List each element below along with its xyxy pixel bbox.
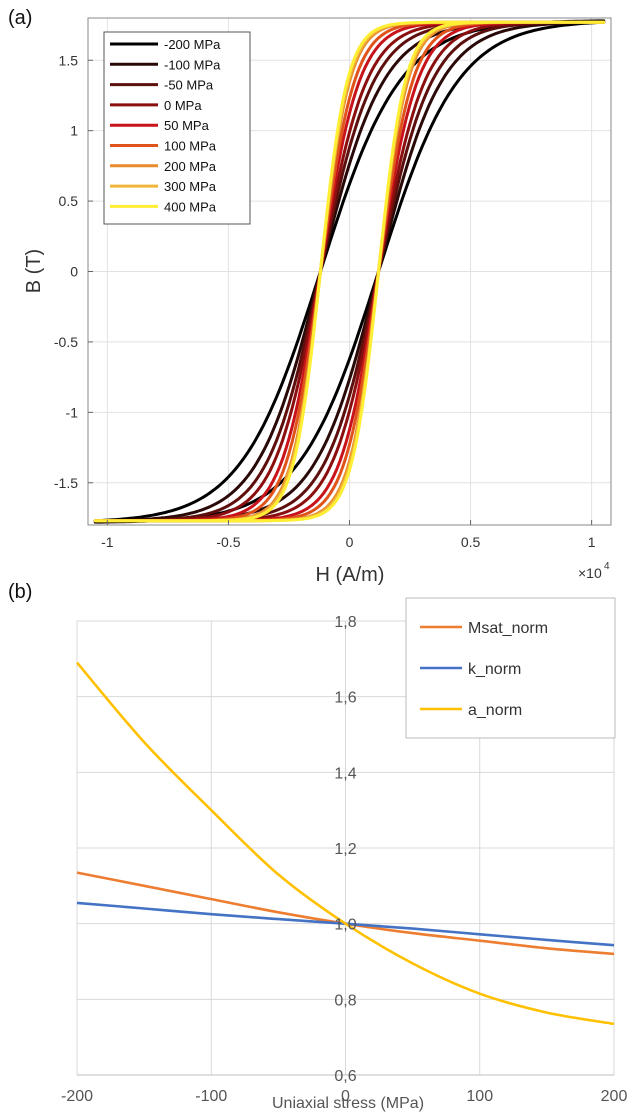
panel-a-legend-label: 0 MPa [164, 98, 202, 113]
panel-a-legend-label: -100 MPa [164, 57, 221, 72]
panel-b-ytick-label: 1,2 [334, 841, 356, 858]
panel-a-ytick-label: -1.5 [54, 475, 78, 491]
panel-a-ytick-label: -1 [66, 404, 79, 420]
panel-b-xtick-label: -100 [195, 1088, 227, 1105]
panel-b-ytick-label: 1,6 [334, 690, 356, 707]
panel-b-ytick-label: 0,6 [334, 1068, 356, 1085]
panel-a-legend-label: -200 MPa [164, 37, 221, 52]
panel-a-ylabel: B (T) [23, 249, 45, 293]
panel-b-series-line [76, 661, 615, 1026]
panel-a-exponent-base: ×10 [578, 565, 602, 581]
panel-b-xtick-label: 200 [601, 1088, 628, 1105]
panel-b-curves [76, 661, 615, 1026]
panel-b-legend: Msat_norm k_norm a_norm [405, 597, 616, 739]
panel-a-legend-label: 100 MPa [164, 139, 217, 154]
panel-a-legend-label: 200 MPa [164, 159, 217, 174]
panel-a-xtick-label: -1 [101, 534, 114, 550]
panel-a-ytick-label: -0.5 [54, 334, 78, 350]
panel-a-ytick-label: 1.5 [59, 52, 79, 68]
panel-a-xtick-label: 1 [588, 534, 596, 550]
panel-a-ytick-label: 1 [70, 123, 78, 139]
panel-a-xtick-label: -0.5 [216, 534, 240, 550]
panel-a-curves [93, 19, 606, 524]
panel-a-exponent-power: 4 [604, 561, 610, 572]
panel-b-ytick-label: 0,8 [334, 992, 356, 1009]
panel-a-series-line [93, 20, 606, 523]
panel-b-xtick-label: 0 [341, 1088, 350, 1105]
panel-a-legend-label: 50 MPa [164, 118, 210, 133]
panel-a-legend: -200 MPa -100 MPa -50 MPa 0 MPa 50 MPa 100 MP… [103, 31, 251, 225]
panel-a-label: (a) [8, 7, 32, 29]
panel-a-xtick-label: 0 [346, 534, 354, 550]
panel-b: (b) -200 -100 0 100 200 0,6 0,8 1,0 1,2 1,4 1,6 1,8… [8, 581, 627, 1112]
panel-b-xlabel: Uniaxial stress (MPa) [272, 1095, 424, 1112]
panel-a: (a) -1 -0.5 0 0.5 1 -1.5 -1 -0.5 0 0.5 1 1.5 H (A/m… [8, 7, 612, 586]
panel-a-legend-label: -50 MPa [164, 78, 214, 93]
panel-a-legend-label: 300 MPa [164, 179, 217, 194]
panel-b-legend-label: Msat_norm [468, 620, 548, 637]
panel-b-ytick-label: 1,0 [334, 917, 356, 934]
panel-a-exponent: ×10 4 [578, 561, 610, 581]
panel-b-xtick-label: 100 [466, 1088, 493, 1105]
panel-a-xtick-label: 0.5 [461, 534, 481, 550]
panel-b-legend-label: k_norm [468, 661, 521, 678]
panel-b-ytick-label: 1,8 [334, 614, 356, 631]
panel-b-label: (b) [8, 581, 32, 603]
panel-b-ticks: -200 -100 0 100 200 0,6 0,8 1,0 1,2 1,4 1,6 1,8 [61, 614, 627, 1105]
panel-a-xlabel: H (A/m) [316, 564, 385, 586]
panel-a-ytick-label: 0.5 [59, 193, 79, 209]
panel-a-legend-label: 400 MPa [164, 199, 217, 214]
panel-b-xtick-label: -200 [61, 1088, 93, 1105]
panel-a-ytick-label: 0 [70, 264, 78, 280]
panel-b-ytick-label: 1,4 [334, 765, 356, 782]
panel-a-ticks: -1 -0.5 0 0.5 1 -1.5 -1 -0.5 0 0.5 1 1.5 [54, 52, 596, 550]
panel-b-legend-label: a_norm [468, 702, 522, 719]
